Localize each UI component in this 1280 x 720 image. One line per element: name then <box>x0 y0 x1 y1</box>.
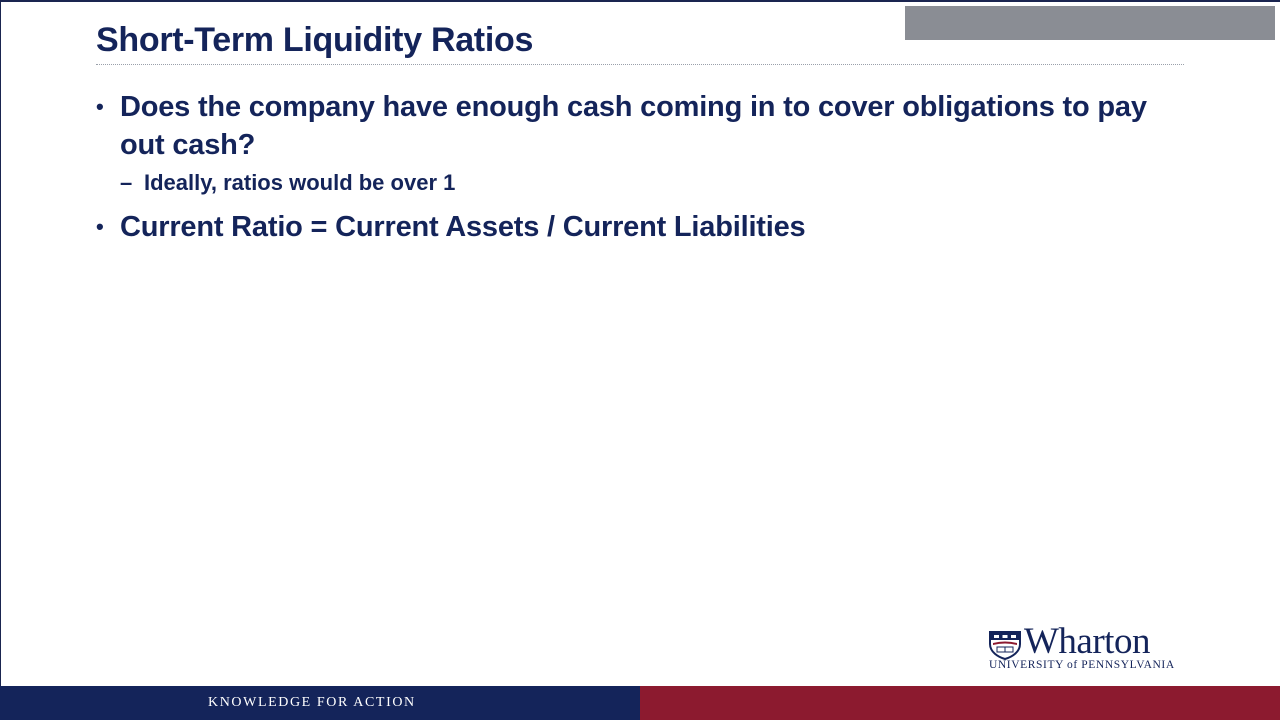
sub-bullet-text: Ideally, ratios would be over 1 <box>144 170 456 195</box>
bullet-item: • Does the company have enough cash comi… <box>96 88 1196 164</box>
slide-title: Short-Term Liquidity Ratios <box>96 21 534 59</box>
wharton-logo: Wharton UNIVERSITY of PENNSYLVANIA <box>988 622 1193 672</box>
bullet-dot-icon: • <box>96 214 104 239</box>
title-divider <box>96 64 1184 65</box>
footer-bar-navy: KNOWLEDGE FOR ACTION <box>0 686 640 720</box>
bullet-item: • Current Ratio = Current Assets / Curre… <box>96 208 1196 246</box>
sub-bullet-dash-icon: – <box>120 170 133 195</box>
footer-bar-crimson <box>640 686 1280 720</box>
footer-tagline: KNOWLEDGE FOR ACTION <box>208 695 416 710</box>
penn-shield-icon <box>989 631 1021 660</box>
bullet-text: Current Ratio = Current Assets / Current… <box>120 211 806 243</box>
bullet-list: • Does the company have enough cash comi… <box>96 88 1196 246</box>
logo-wordmark: Wharton <box>1024 621 1150 662</box>
sub-bullet-item: – Ideally, ratios would be over 1 <box>96 168 1196 198</box>
bullet-dot-icon: • <box>96 94 104 119</box>
header-grey-block <box>905 6 1275 40</box>
left-border <box>0 0 1 686</box>
top-border <box>0 0 1280 2</box>
logo-subline: UNIVERSITY of PENNSYLVANIA <box>989 659 1175 671</box>
bullet-text: Does the company have enough cash coming… <box>120 91 1147 161</box>
